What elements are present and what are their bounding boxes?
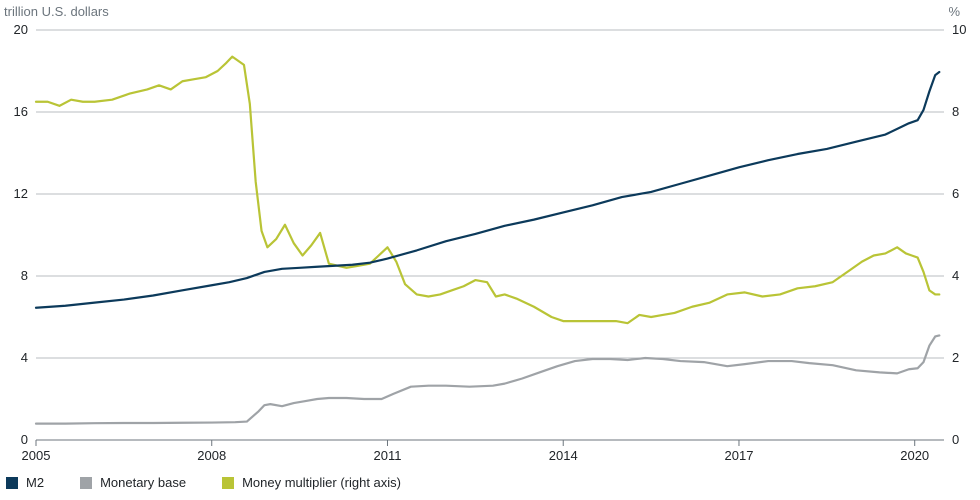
legend-swatch-monetary-base — [80, 477, 92, 489]
x-tick-label: 2014 — [549, 448, 578, 460]
legend-label-m2: M2 — [26, 475, 44, 490]
left-tick-label: 12 — [14, 186, 28, 201]
left-tick-label: 0 — [21, 432, 28, 447]
right-tick-label: 2 — [952, 350, 959, 365]
x-tick-label: 2020 — [900, 448, 929, 460]
right-tick-label: 4 — [952, 268, 959, 283]
x-tick-label: 2008 — [197, 448, 226, 460]
legend-item-multiplier: Money multiplier (right axis) — [222, 475, 401, 490]
right-tick-label: 10 — [952, 22, 966, 37]
right-tick-label: 6 — [952, 186, 959, 201]
left-tick-label: 8 — [21, 268, 28, 283]
right-tick-label: 0 — [952, 432, 959, 447]
left-tick-label: 4 — [21, 350, 28, 365]
x-tick-label: 2005 — [22, 448, 51, 460]
line-m2 — [36, 72, 939, 308]
x-tick-label: 2011 — [373, 448, 401, 460]
chart-svg: trillion U.S. dollars% 0 4 8 12 16 20 0 2 4 6 8 10 20… — [0, 0, 980, 460]
legend: M2 Monetary base Money multiplier (right… — [0, 475, 401, 490]
line-money-multiplier — [36, 57, 939, 324]
right-tick-label: 8 — [952, 104, 959, 119]
x-tick-label: 2017 — [725, 448, 754, 460]
left-tick-label: 16 — [14, 104, 28, 119]
legend-swatch-multiplier — [222, 477, 234, 489]
legend-label-monetary-base: Monetary base — [100, 475, 186, 490]
left-tick-label: 20 — [14, 22, 28, 37]
legend-item-m2: M2 — [6, 475, 44, 490]
legend-item-monetary-base: Monetary base — [80, 475, 186, 490]
line-monetary-base — [36, 335, 939, 423]
legend-swatch-m2 — [6, 477, 18, 489]
right-axis-title: % — [948, 4, 960, 19]
chart-container: trillion U.S. dollars% 0 4 8 12 16 20 0 2 4 6 8 10 20… — [0, 0, 980, 500]
left-axis-title: trillion U.S. dollars — [4, 4, 109, 19]
legend-label-multiplier: Money multiplier (right axis) — [242, 475, 401, 490]
